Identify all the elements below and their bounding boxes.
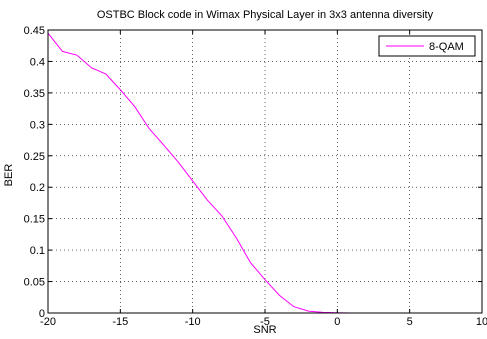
x-tick-label: 10 bbox=[476, 316, 487, 328]
y-tick-label: 0 bbox=[39, 308, 45, 320]
y-tick-label: 0.45 bbox=[24, 25, 45, 37]
x-tick-label: -15 bbox=[112, 316, 128, 328]
plot-area bbox=[48, 30, 482, 313]
legend-box bbox=[378, 35, 476, 57]
x-tick-label: 5 bbox=[407, 316, 413, 328]
y-tick-label: 0.35 bbox=[24, 88, 45, 100]
x-tick-label: -20 bbox=[40, 316, 56, 328]
y-tick-label: 0.15 bbox=[24, 214, 45, 226]
y-tick-label: 0.25 bbox=[24, 151, 45, 163]
x-axis-label: SNR bbox=[253, 324, 276, 336]
chart-title: OSTBC Block code in Wimax Physical Layer… bbox=[97, 9, 434, 21]
y-tick-label: 0.05 bbox=[24, 277, 45, 289]
x-tick-label: -10 bbox=[185, 316, 201, 328]
legend-label-8qam: 8-QAM bbox=[429, 41, 464, 53]
y-axis-label: BER bbox=[3, 164, 15, 187]
y-tick-label: 0.3 bbox=[30, 119, 45, 131]
y-tick-label: 0.1 bbox=[30, 245, 45, 257]
x-tick-label: -5 bbox=[260, 316, 270, 328]
legend: 8-QAM bbox=[378, 35, 476, 57]
axis-ticks: -20 -15 -10 -5 0 5 10 0 0.05 0.1 0.15 0.2 0.25 0.3 0.3… bbox=[24, 25, 487, 328]
x-tick-label: 0 bbox=[334, 316, 340, 328]
y-tick-label: 0.4 bbox=[30, 56, 45, 68]
y-tick-label: 0.2 bbox=[30, 182, 45, 194]
